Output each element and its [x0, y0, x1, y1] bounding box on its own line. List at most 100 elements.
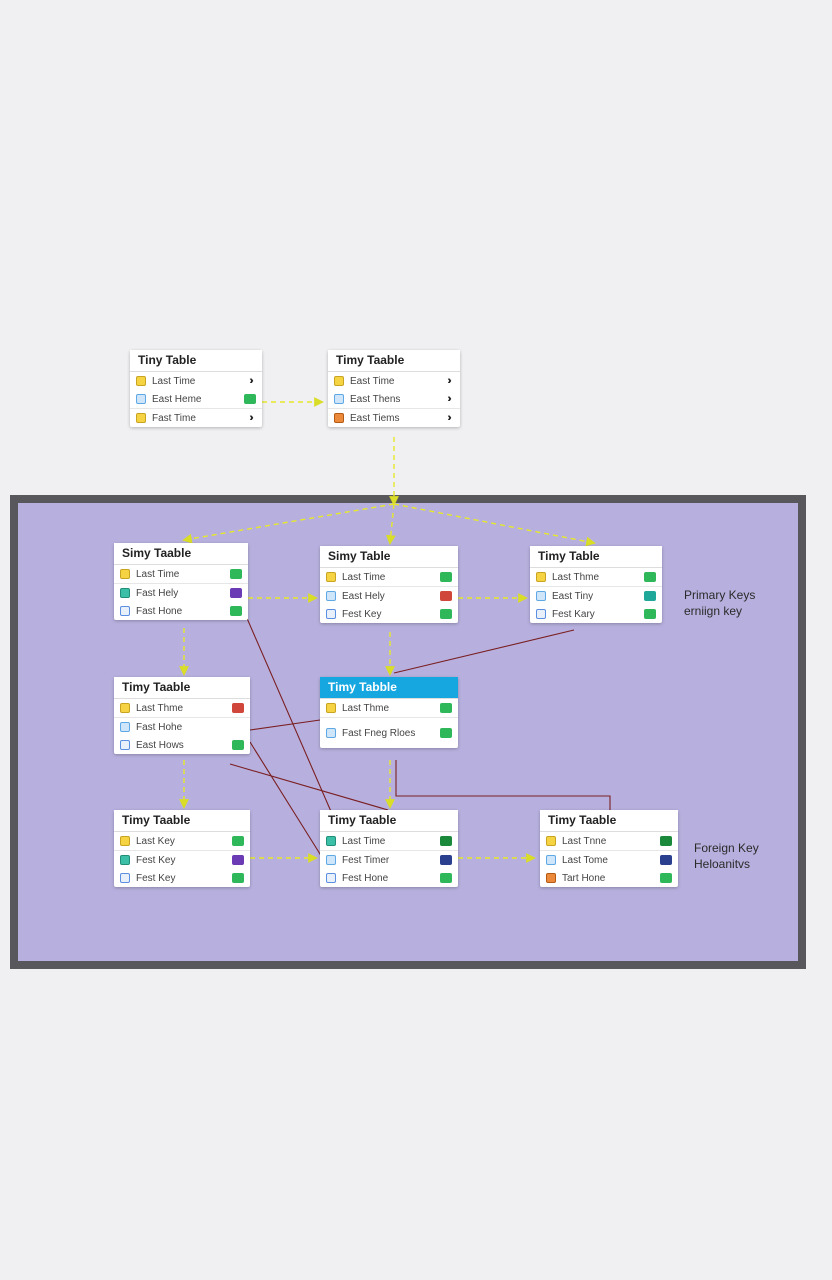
entity-table[interactable]: Timy TaableLast KeyFest KeyFest Key — [114, 810, 250, 887]
field-type-icon — [136, 394, 146, 404]
field-type-icon — [120, 740, 130, 750]
table-field-row[interactable]: East Tiems›› — [328, 408, 460, 427]
field-type-icon — [326, 703, 336, 713]
entity-table[interactable]: Tiny TableLast Time›› East Heme Fast Time›… — [130, 350, 262, 427]
table-field-row[interactable]: Last Time›› — [130, 372, 262, 390]
type-badge — [230, 606, 242, 616]
field-type-icon — [120, 873, 130, 883]
table-field-row[interactable]: Fast Hohe — [114, 717, 250, 736]
table-field-row[interactable]: Fest Key — [320, 605, 458, 623]
field-label: Fest Timer — [342, 855, 440, 866]
type-badge — [440, 572, 452, 582]
table-field-row[interactable]: Last Time — [320, 568, 458, 586]
type-badge — [230, 588, 242, 598]
annotation-label: Primary Keyserniign key — [684, 588, 755, 619]
field-type-icon — [536, 591, 546, 601]
chevron-icon: ›› — [442, 376, 454, 386]
entity-table[interactable]: Timy TableLast ThmeEast TinyFest Kary — [530, 546, 662, 623]
field-type-icon — [334, 394, 344, 404]
diagram-canvas: Tiny TableLast Time››East HemeFast Time›… — [0, 0, 832, 1280]
table-field-row[interactable]: East Time›› — [328, 372, 460, 390]
type-badge — [644, 572, 656, 582]
table-field-row[interactable]: Fest Timer — [320, 850, 458, 869]
field-type-icon — [326, 609, 336, 619]
type-badge — [232, 703, 244, 713]
entity-table[interactable]: Simy TableLast TimeEast HelyFest Key — [320, 546, 458, 623]
field-label: East Heme — [152, 394, 244, 405]
field-type-icon — [326, 591, 336, 601]
field-type-icon — [120, 588, 130, 598]
field-label: East Time — [350, 376, 442, 387]
table-field-row[interactable]: Fest Kary — [530, 605, 662, 623]
field-type-icon — [334, 413, 344, 423]
table-field-row[interactable]: Fest Hone — [320, 869, 458, 887]
type-badge — [660, 836, 672, 846]
entity-table[interactable]: Timy TaableLast ThmeFast Hohe East Hows — [114, 677, 250, 754]
field-label: Last Time — [342, 572, 440, 583]
table-field-row[interactable]: Last Thme — [320, 699, 458, 717]
type-badge — [644, 591, 656, 601]
field-label: Last Time — [136, 569, 230, 580]
type-badge — [440, 591, 452, 601]
table-field-row[interactable]: East Thens›› — [328, 390, 460, 408]
field-type-icon — [326, 572, 336, 582]
type-badge — [232, 855, 244, 865]
table-field-row[interactable]: East Heme — [130, 390, 262, 408]
table-field-row[interactable]: East Hows — [114, 736, 250, 754]
table-title: Timy Taable — [114, 677, 250, 699]
table-field-row[interactable]: Last Tnne — [540, 832, 678, 850]
table-field-row[interactable]: Last Thme — [530, 568, 662, 586]
entity-table[interactable]: Timy TaableEast Time››East Thens››East T… — [328, 350, 460, 427]
type-badge — [232, 836, 244, 846]
chevron-icon: ›› — [442, 413, 454, 423]
table-field-row[interactable]: Tart Hone — [540, 869, 678, 887]
field-label: East Hows — [136, 740, 232, 751]
table-field-row[interactable]: Fast Time›› — [130, 408, 262, 427]
table-field-row[interactable]: Fest Key — [114, 869, 250, 887]
table-field-row[interactable]: Last Key — [114, 832, 250, 850]
field-type-icon — [546, 855, 556, 865]
field-label: Fast Time — [152, 413, 244, 424]
entity-table[interactable]: Timy TaableLast TimeFest TimerFest Hone — [320, 810, 458, 887]
table-title: Simy Taable — [114, 543, 248, 565]
table-field-row[interactable]: Last Time — [114, 565, 248, 583]
type-badge — [440, 728, 452, 738]
type-badge — [660, 873, 672, 883]
table-field-row[interactable]: Last Tome — [540, 850, 678, 869]
type-badge — [230, 569, 242, 579]
field-label: East Tiny — [552, 591, 644, 602]
table-field-row[interactable]: Fast Hone — [114, 602, 248, 620]
field-label: Fest Kary — [552, 609, 644, 620]
table-field-row[interactable]: Fast Hely — [114, 583, 248, 602]
type-badge — [232, 873, 244, 883]
entity-table[interactable]: Simy Taable Last Time Fast Hely Fast Hone — [114, 543, 248, 620]
field-label: East Hely — [342, 591, 440, 602]
table-field-row[interactable]: Fast Fneg Rloes — [320, 717, 458, 748]
field-type-icon — [136, 413, 146, 423]
table-field-row[interactable]: Last Thme — [114, 699, 250, 717]
field-type-icon — [136, 376, 146, 386]
table-field-row[interactable]: Last Time — [320, 832, 458, 850]
type-badge — [440, 873, 452, 883]
field-type-icon — [120, 722, 130, 732]
table-field-row[interactable]: East Tiny — [530, 586, 662, 605]
entity-table[interactable]: Timy TabbleLast ThmeFast Fneg Rloes — [320, 677, 458, 748]
table-field-row[interactable]: East Hely — [320, 586, 458, 605]
field-label: Last Tome — [562, 855, 660, 866]
type-badge — [440, 609, 452, 619]
table-field-row[interactable]: Fest Key — [114, 850, 250, 869]
field-type-icon — [120, 836, 130, 846]
chevron-icon: ›› — [442, 394, 454, 404]
field-label: Fast Hely — [136, 588, 230, 599]
field-label: East Thens — [350, 394, 442, 405]
type-badge — [440, 703, 452, 713]
type-badge — [232, 740, 244, 750]
field-type-icon — [326, 873, 336, 883]
entity-table[interactable]: Timy TaableLast TnneLast TomeTart Hone — [540, 810, 678, 887]
table-title: Tiny Table — [130, 350, 262, 372]
type-badge — [660, 855, 672, 865]
type-badge — [644, 609, 656, 619]
field-type-icon — [546, 836, 556, 846]
field-type-icon — [120, 855, 130, 865]
field-label: Last Thme — [342, 703, 440, 714]
